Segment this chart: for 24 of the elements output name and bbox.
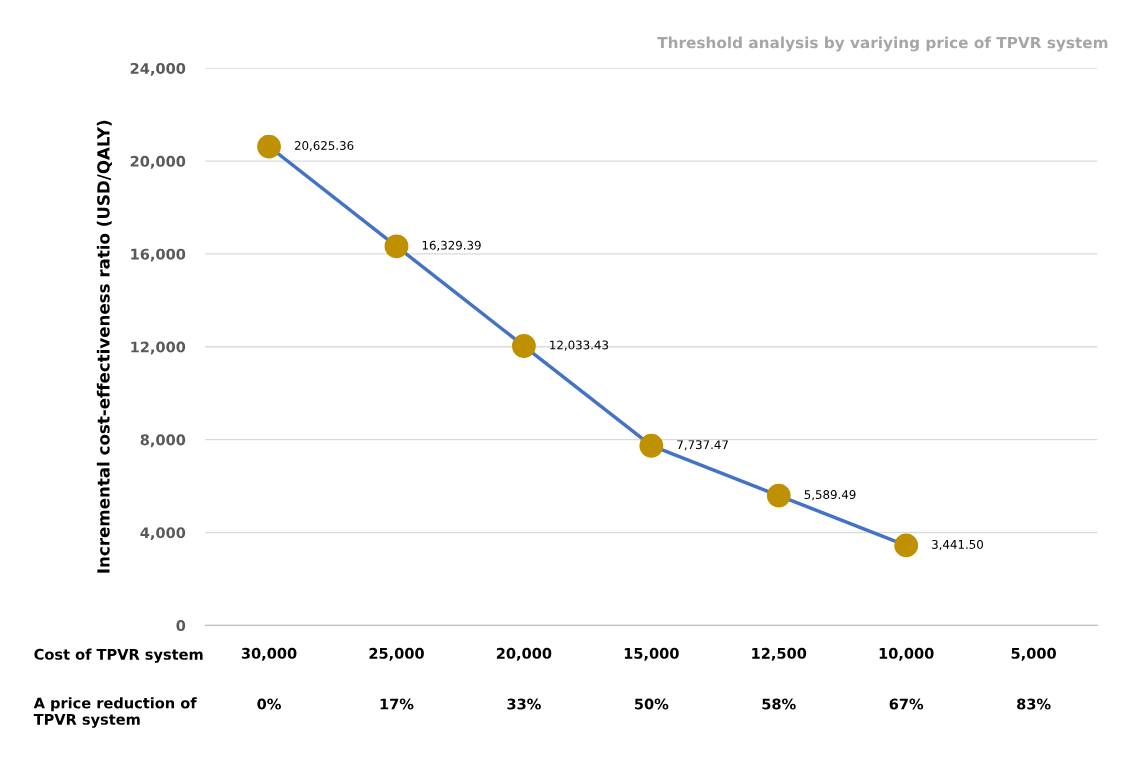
y-tick-label: 0 bbox=[176, 620, 186, 632]
category-label: 10,000 67% bbox=[879, 647, 934, 710]
y-tick-label: 16,000 bbox=[131, 248, 186, 262]
data-label: 5,589.49 bbox=[804, 490, 856, 501]
category-label: 15,000 50% bbox=[624, 647, 679, 710]
category-label: 12,500 58% bbox=[752, 647, 807, 710]
chart-title: Threshold analysis by variying price of TPVR system bbox=[657, 36, 1108, 52]
data-label: 3,441.50 bbox=[932, 539, 983, 551]
text: Cost of TPVR system bbox=[34, 648, 203, 663]
y-axis-title: Incremental cost-effectiveness ratio (USD/QALY) bbox=[96, 120, 112, 573]
category-label: 20,000 33% bbox=[496, 647, 552, 710]
data-label: 12,033.43 bbox=[550, 340, 609, 351]
y-tick-label: 4,000 bbox=[140, 527, 186, 541]
data-label: 16,329.39 bbox=[422, 240, 481, 251]
category-label: 5,000 83% bbox=[1011, 647, 1056, 710]
y-tick-label: 20,000 bbox=[130, 155, 186, 169]
category-label: 30,000 0% bbox=[241, 647, 297, 710]
y-tick-label: 8,000 bbox=[140, 434, 186, 448]
data-label: 20,625.36 bbox=[294, 141, 354, 152]
text: A price reduction of TPVR system bbox=[33, 697, 197, 728]
y-tick-label: 24,000 bbox=[130, 62, 186, 76]
y-tick-label: 12,000 bbox=[131, 341, 186, 355]
data-label: 7,737.47 bbox=[677, 440, 728, 451]
category-label: 25,000 17% bbox=[369, 647, 424, 710]
